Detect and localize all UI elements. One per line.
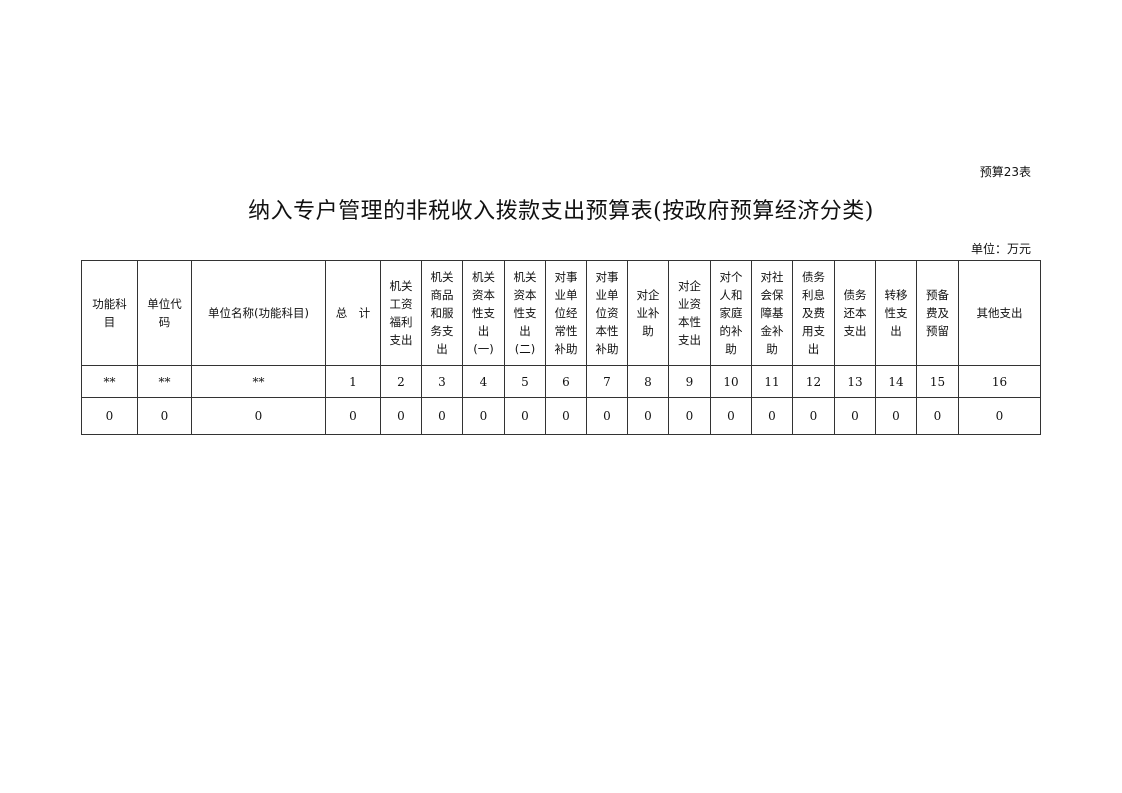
table-code: 预算23表 xyxy=(979,165,1031,179)
column-header: 债务 还本 支出 xyxy=(834,260,876,366)
table-cell: 9 xyxy=(668,365,711,398)
column-header: 转移 性支 出 xyxy=(875,260,917,366)
table-cell: ** xyxy=(81,365,138,398)
column-header: 对事 业单 位经 常性 补助 xyxy=(545,260,587,366)
column-header: 机关 商品 和服 务支 出 xyxy=(421,260,463,366)
table-cell: 0 xyxy=(586,397,628,435)
table-cell: 0 xyxy=(81,397,138,435)
column-header: 对企 业资 本性 支出 xyxy=(668,260,711,366)
header-row: 功能科 目单位代 码单位名称(功能科目) 总 计机关 工资 福利 支出 机关 商品 … xyxy=(81,260,1041,366)
column-header: 对事 业单 位资 本性 补助 xyxy=(586,260,628,366)
table-cell: 0 xyxy=(710,397,752,435)
table-cell: 14 xyxy=(875,365,917,398)
table-cell: 0 xyxy=(191,397,326,435)
table-cell: 0 xyxy=(504,397,546,435)
table-cell: 13 xyxy=(834,365,876,398)
table-cell: 0 xyxy=(137,397,192,435)
table-row: ** ** ** 1 2 3 4 5 6 7 8 9 10 11 12 13 14 15 16 xyxy=(81,365,1041,398)
table-cell: 0 xyxy=(875,397,917,435)
table-cell: 0 xyxy=(668,397,711,435)
column-header: 功能科 目 xyxy=(81,260,138,366)
unit-label: 单位：万元 xyxy=(970,242,1031,256)
column-header: 单位代 码 xyxy=(137,260,192,366)
table-cell: 3 xyxy=(421,365,463,398)
table-cell: 0 xyxy=(751,397,793,435)
table-cell: 0 xyxy=(916,397,959,435)
table-cell: 0 xyxy=(545,397,587,435)
table-cell: 0 xyxy=(462,397,505,435)
table-cell: 15 xyxy=(916,365,959,398)
table-cell: 0 xyxy=(834,397,876,435)
table-cell: 6 xyxy=(545,365,587,398)
column-header: 其他支出 xyxy=(958,260,1041,366)
budget-table: 功能科 目单位代 码单位名称(功能科目) 总 计机关 工资 福利 支出 机关 商品 … xyxy=(81,260,1041,435)
table-cell: 0 xyxy=(380,397,422,435)
table-cell: 1 xyxy=(325,365,381,398)
column-header: 对个 人和 家庭 的补 助 xyxy=(710,260,752,366)
table-cell: ** xyxy=(191,365,326,398)
table-cell: 0 xyxy=(627,397,669,435)
table-cell: 5 xyxy=(504,365,546,398)
table-cell: 4 xyxy=(462,365,505,398)
table-cell: 12 xyxy=(792,365,835,398)
table-cell: 0 xyxy=(958,397,1041,435)
table-cell: ** xyxy=(137,365,192,398)
column-header: 机关 工资 福利 支出 xyxy=(380,260,422,366)
table-cell: 16 xyxy=(958,365,1041,398)
column-header: 对社 会保 障基 金补 助 xyxy=(751,260,793,366)
table-cell: 11 xyxy=(751,365,793,398)
page-title: 纳入专户管理的非税收入拨款支出预算表(按政府预算经济分类) xyxy=(248,199,874,224)
table-cell: 0 xyxy=(792,397,835,435)
column-header: 机关 资本 性支 出 (二) xyxy=(504,260,546,366)
column-header: 单位名称(功能科目) xyxy=(191,260,326,366)
column-header: 预备 费及 预留 xyxy=(916,260,959,366)
table-cell: 7 xyxy=(586,365,628,398)
column-header: 机关 资本 性支 出 (一) xyxy=(462,260,505,366)
column-header: 对企 业补 助 xyxy=(627,260,669,366)
table-cell: 10 xyxy=(710,365,752,398)
table-cell: 0 xyxy=(421,397,463,435)
table-cell: 0 xyxy=(325,397,381,435)
table-cell: 8 xyxy=(627,365,669,398)
table-cell: 2 xyxy=(380,365,422,398)
column-header: 债务 利息 及费 用支 出 xyxy=(792,260,835,366)
column-header: 总 计 xyxy=(325,260,381,366)
